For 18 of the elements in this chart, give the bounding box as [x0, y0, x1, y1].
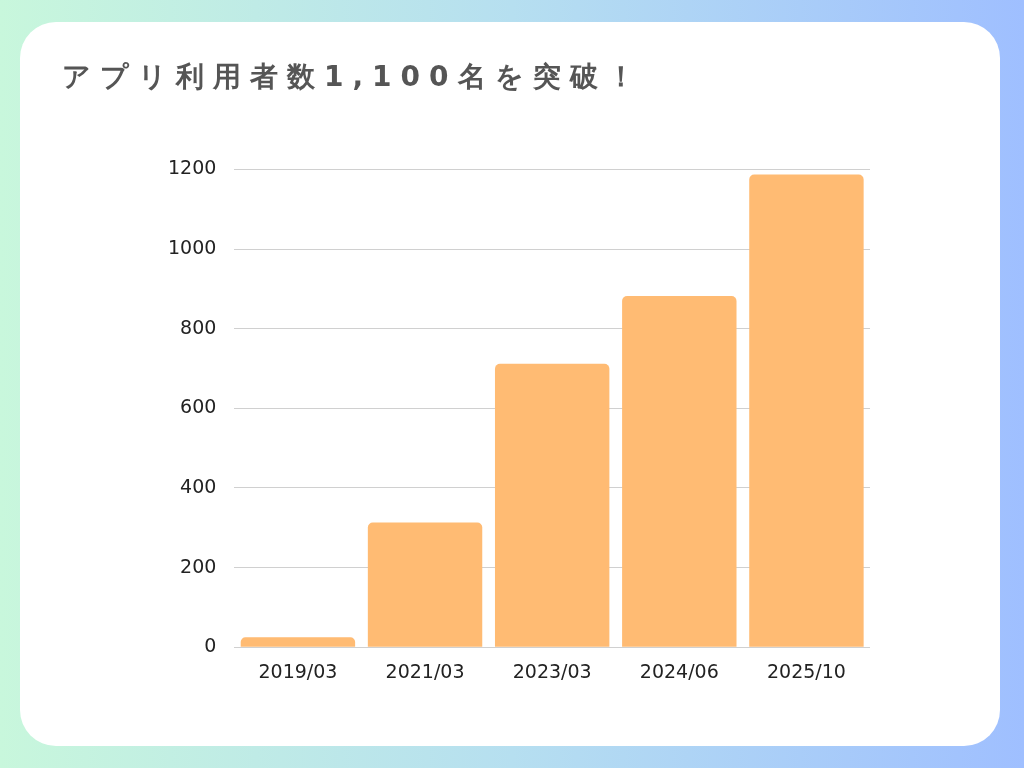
x-tick-label: 2025/10 — [766, 659, 846, 682]
y-tick-label: 400 — [180, 474, 217, 497]
bar — [622, 296, 737, 647]
y-tick-label: 200 — [180, 554, 217, 577]
x-tick-label: 2024/06 — [639, 659, 719, 682]
x-tick-label: 2019/03 — [258, 659, 338, 682]
x-tick-label: 2021/03 — [385, 659, 465, 682]
y-tick-label: 0 — [204, 634, 217, 657]
y-tick-label: 600 — [180, 395, 217, 418]
bar — [240, 637, 356, 647]
x-tick-label: 2023/03 — [512, 659, 592, 682]
bar — [367, 522, 483, 647]
bar — [494, 363, 610, 647]
y-tick-label: 1200 — [167, 156, 217, 179]
bar — [749, 174, 864, 647]
y-tick-label: 1000 — [167, 235, 217, 258]
y-tick-label: 800 — [180, 315, 217, 338]
chart-title: アプリ利用者数1,100名を突破！ — [62, 59, 644, 95]
